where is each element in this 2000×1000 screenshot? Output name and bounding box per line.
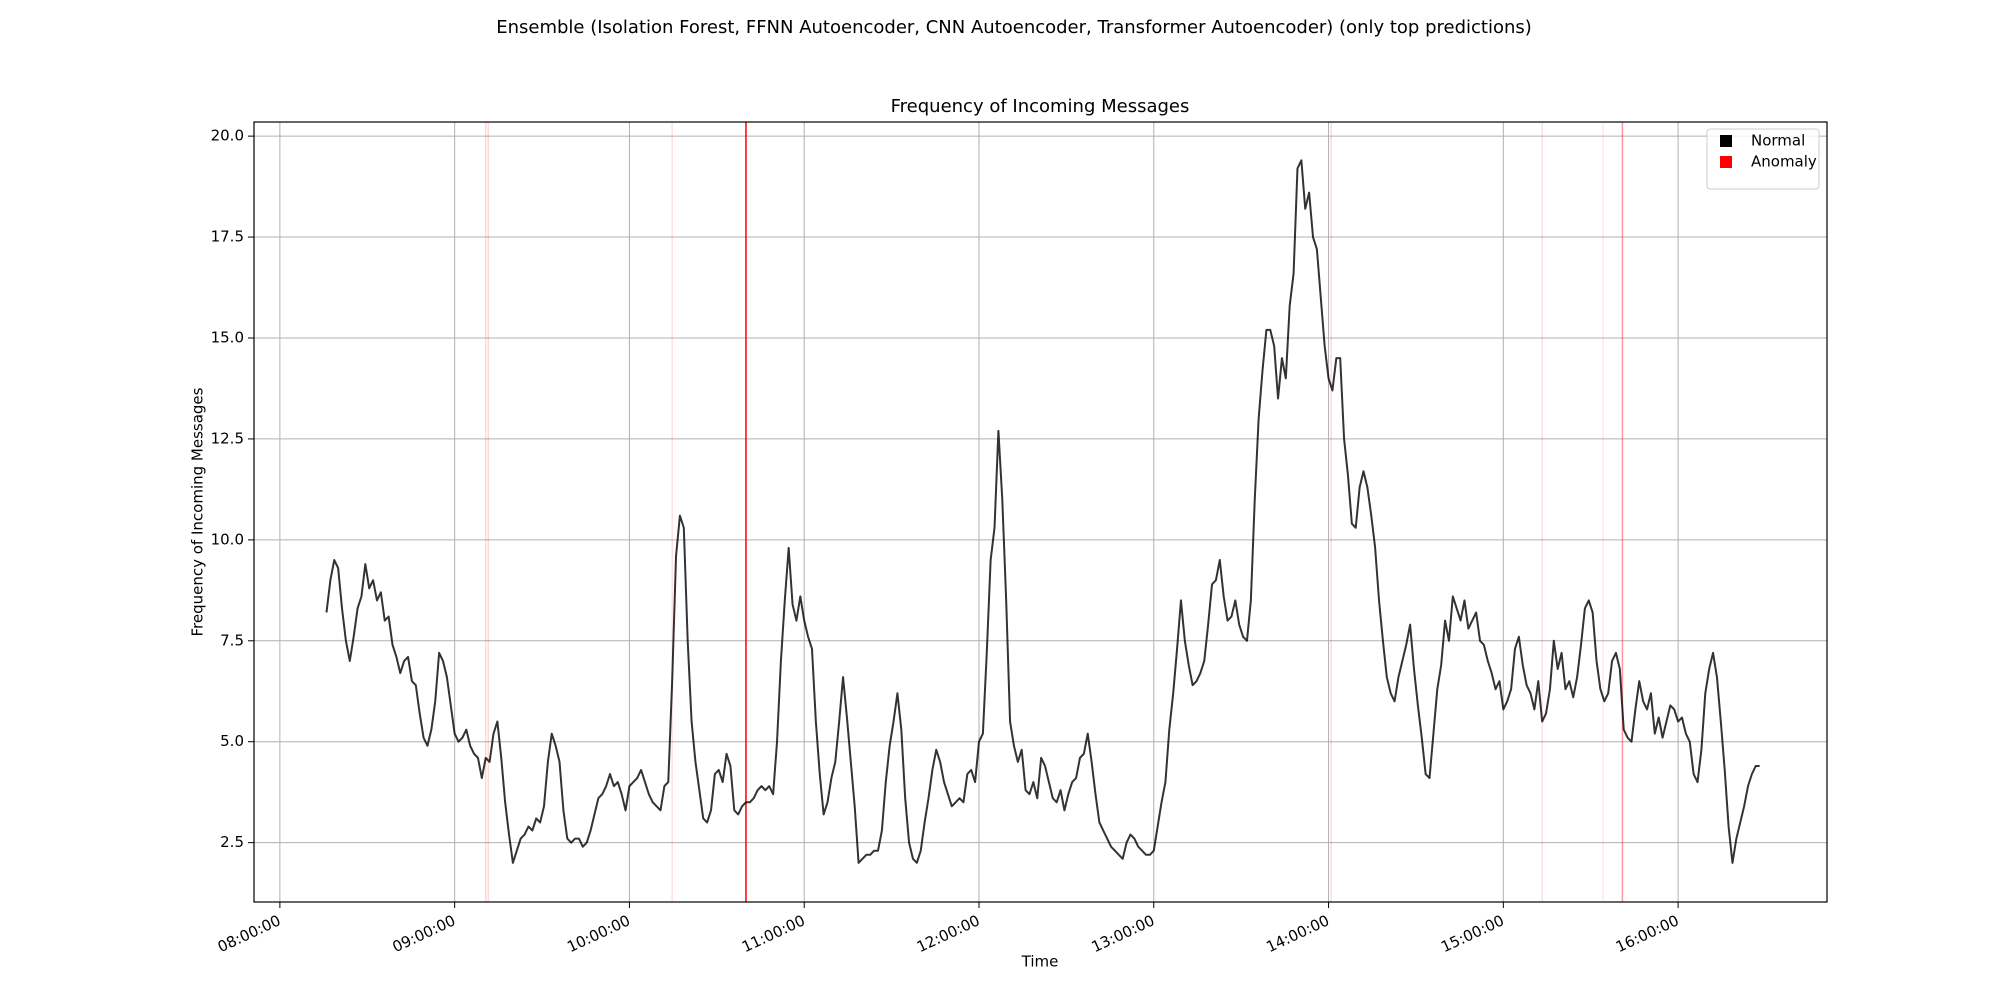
legend-box bbox=[1706, 128, 1820, 190]
legend: Normal Anomaly bbox=[1706, 128, 1820, 190]
y-tick-label: 7.5 bbox=[220, 631, 244, 649]
x-tick-label: 09:00:00 bbox=[390, 911, 459, 956]
data-line bbox=[325, 159, 1760, 864]
x-tick-label: 13:00:00 bbox=[1089, 911, 1158, 956]
y-tick-label: 12.5 bbox=[211, 429, 244, 447]
x-tick-label: 16:00:00 bbox=[1613, 911, 1682, 956]
figure-title: Ensemble (Isolation Forest, FFNN Autoenc… bbox=[496, 17, 1532, 38]
x-tick-label: 15:00:00 bbox=[1438, 911, 1507, 956]
chart-title: Frequency of Incoming Messages bbox=[891, 96, 1190, 117]
y-axis-label: Frequency of Incoming Messages bbox=[189, 387, 207, 636]
y-tick-label: 2.5 bbox=[220, 833, 244, 851]
y-tick-label: 17.5 bbox=[211, 228, 244, 246]
x-tick-label: 11:00:00 bbox=[739, 911, 808, 956]
x-tick-label: 10:00:00 bbox=[564, 911, 633, 956]
legend-label: Normal bbox=[1751, 132, 1805, 150]
x-tick-label: 12:00:00 bbox=[914, 911, 983, 956]
x-tick-label: 08:00:00 bbox=[215, 911, 284, 956]
y-tick-label: 5.0 bbox=[220, 732, 244, 750]
legend-swatch bbox=[1720, 156, 1732, 168]
x-tick-label: 14:00:00 bbox=[1263, 911, 1332, 956]
x-axis-label: Time bbox=[1021, 953, 1059, 971]
y-tick-label: 20.0 bbox=[211, 127, 244, 145]
legend-swatch bbox=[1720, 135, 1732, 147]
y-tick-label: 15.0 bbox=[211, 328, 244, 346]
plot-frame bbox=[253, 121, 1828, 903]
y-tick-label: 10.0 bbox=[211, 530, 244, 548]
legend-label: Anomaly bbox=[1751, 153, 1817, 171]
